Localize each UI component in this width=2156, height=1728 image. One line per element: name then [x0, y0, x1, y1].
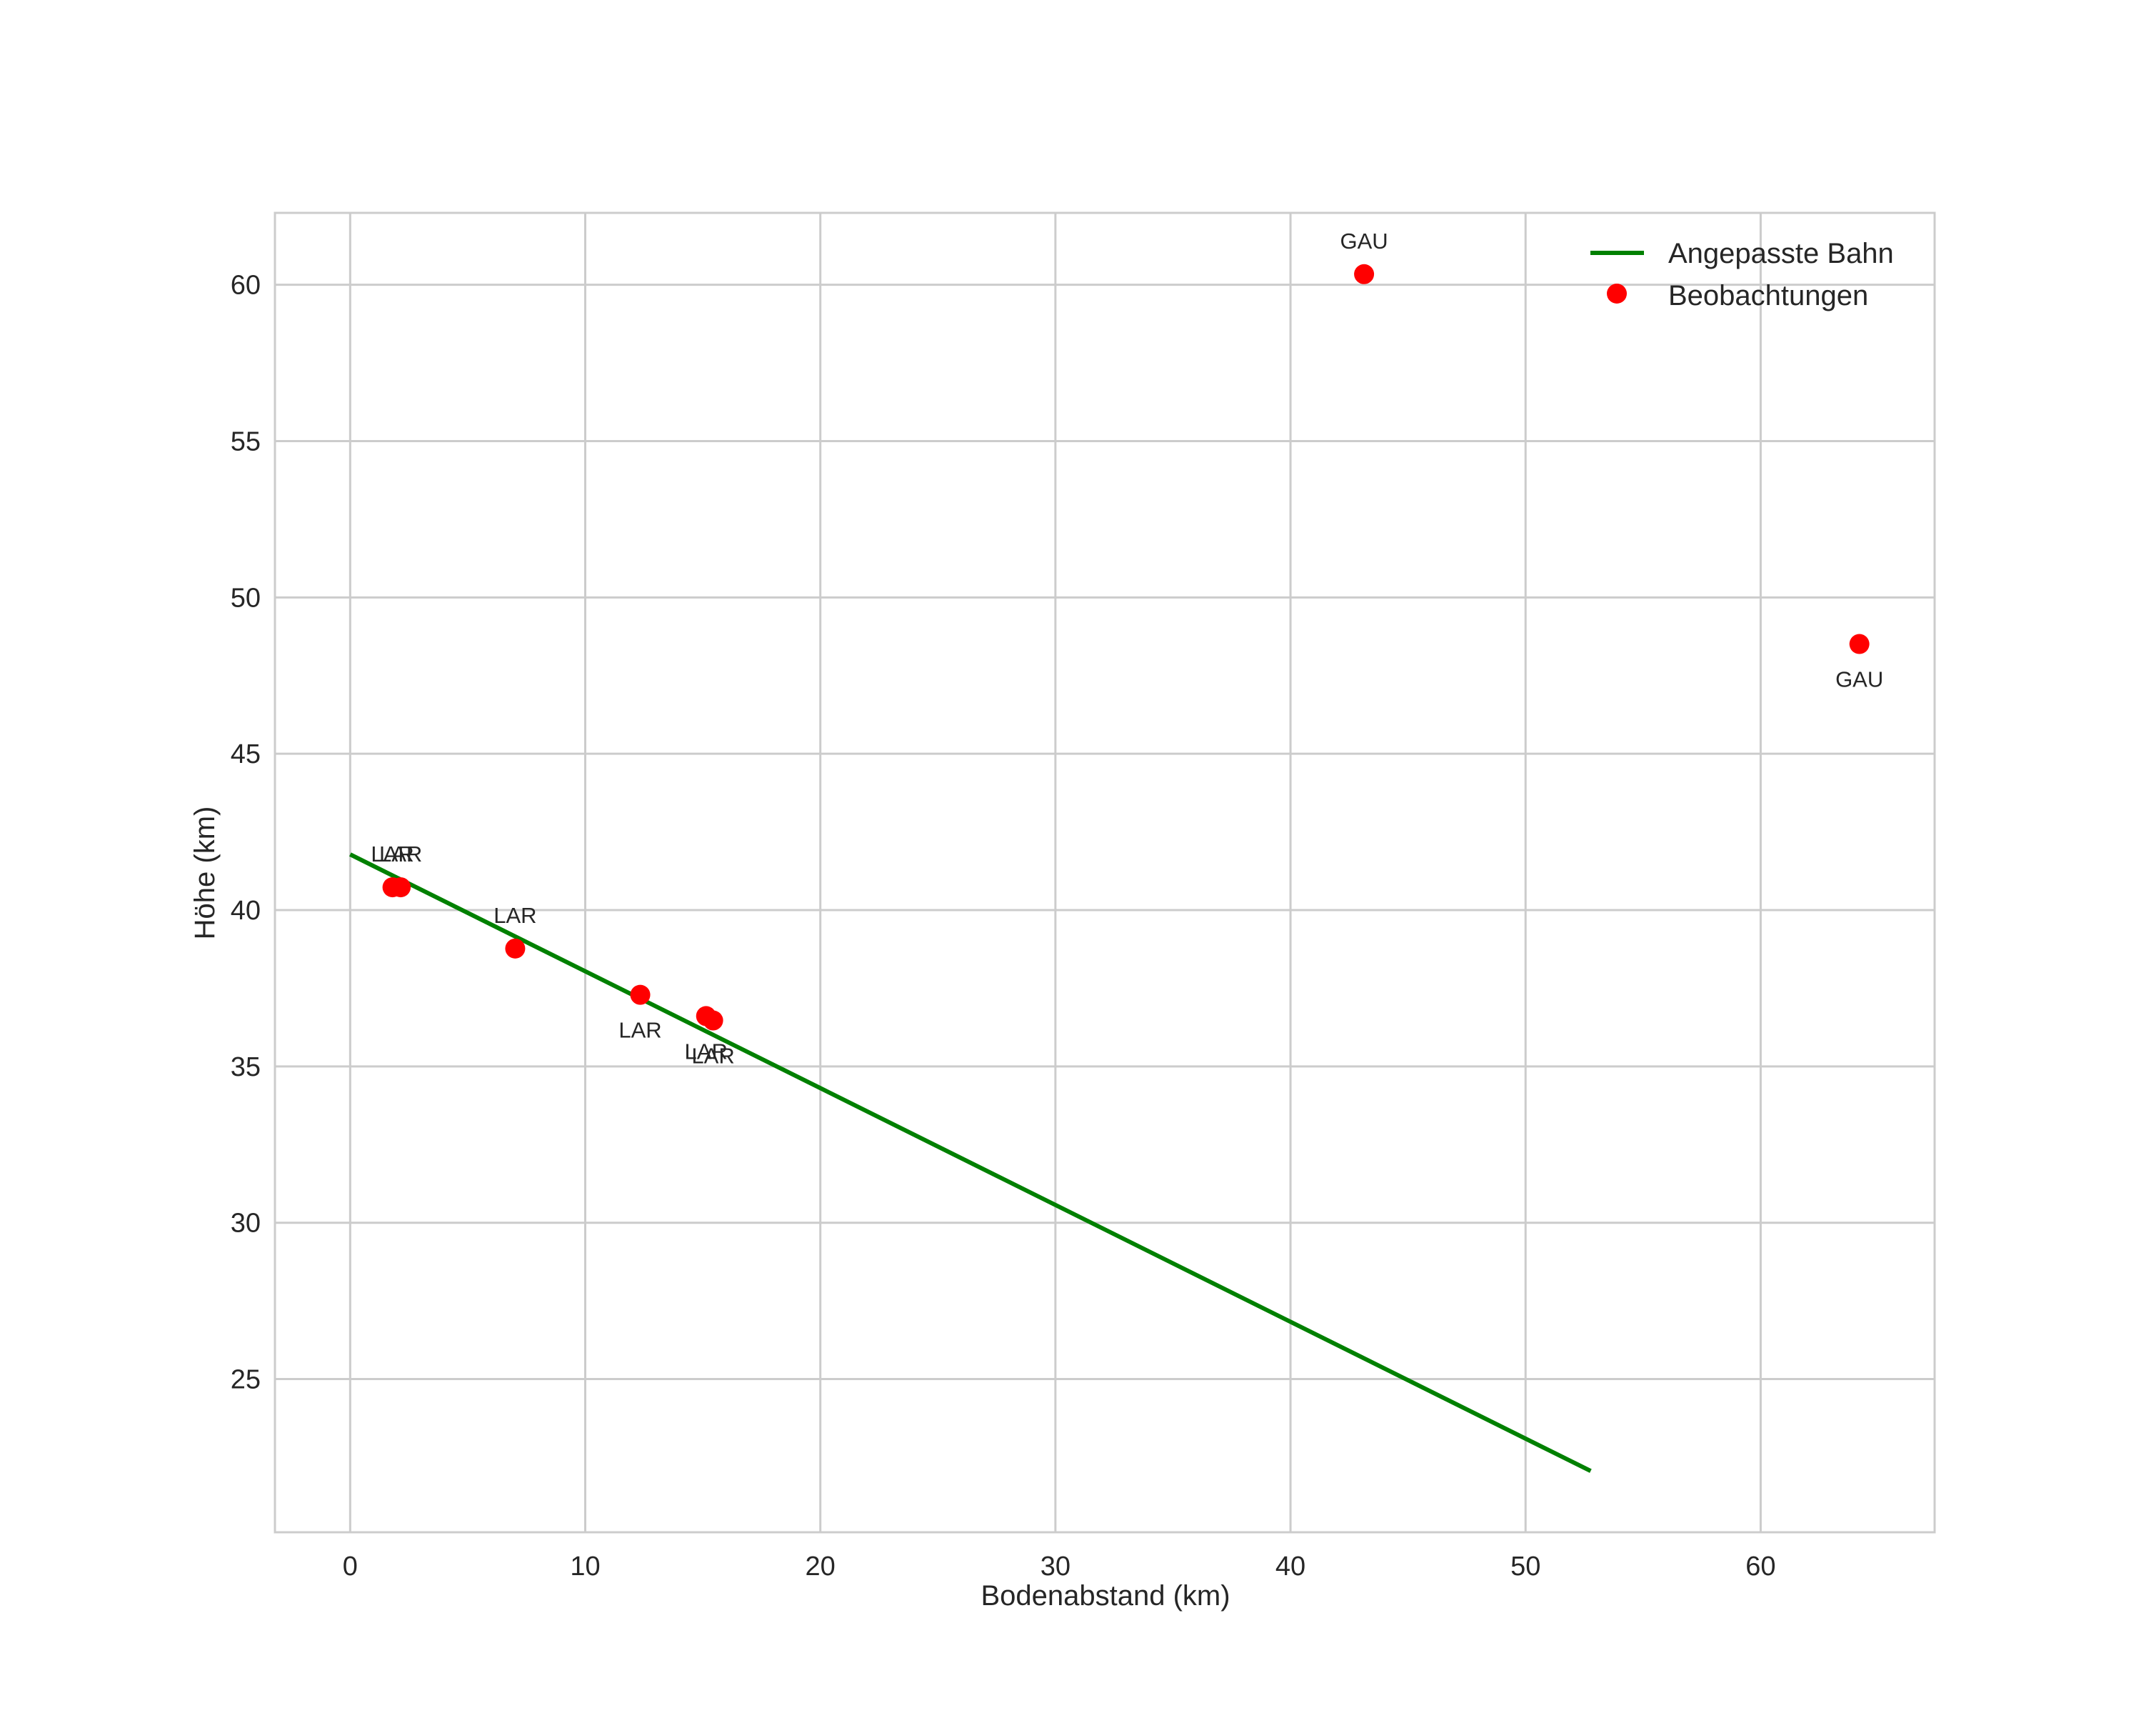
observation-points	[382, 264, 1870, 1031]
y-tick-label: 45	[231, 739, 261, 769]
x-tick-label: 30	[1041, 1552, 1071, 1582]
station-label: GAU	[1340, 229, 1388, 254]
observation-marker	[391, 877, 411, 898]
y-tick-label: 25	[231, 1365, 261, 1395]
x-tick-labels: 0 10 20 30 40 50 60	[343, 1552, 1776, 1582]
y-axis-label: Höhe (km)	[189, 806, 221, 940]
y-tick-label: 30	[231, 1209, 261, 1239]
x-tick-label: 20	[806, 1552, 836, 1582]
observation-marker	[703, 1010, 723, 1031]
x-tick-label: 60	[1745, 1552, 1775, 1582]
legend-marker-swatch	[1607, 284, 1627, 304]
y-tick-labels: 25 30 35 40 45 50 55 60	[231, 271, 261, 1395]
station-label: LAR	[493, 903, 536, 928]
observation-marker	[630, 984, 651, 1005]
y-tick-label: 35	[231, 1052, 261, 1082]
x-tick-label: 10	[570, 1552, 600, 1582]
station-label: LAR	[371, 841, 413, 867]
station-label: LAR	[685, 1039, 728, 1064]
legend-label-observations: Beobachtungen	[1668, 280, 1868, 311]
fit-line-path	[349, 852, 1592, 1473]
observation-marker	[505, 938, 526, 959]
observation-marker	[1849, 634, 1870, 654]
fitted-trajectory-line	[349, 852, 1592, 1473]
y-tick-label: 60	[231, 271, 261, 301]
legend-label-fit: Angepasste Bahn	[1668, 238, 1894, 269]
y-tick-label: 55	[231, 427, 261, 457]
station-label: LAR	[691, 1044, 734, 1069]
y-tick-label: 40	[231, 896, 261, 926]
station-label: LAR	[618, 1018, 661, 1043]
x-axis-label: Bodenabstand (km)	[981, 1580, 1230, 1612]
observation-marker	[1354, 264, 1375, 284]
axes-frame	[274, 211, 1936, 1534]
x-tick-label: 0	[343, 1552, 358, 1582]
y-tick-label: 50	[231, 583, 261, 613]
grid-lines	[275, 213, 1935, 1532]
x-tick-label: 40	[1275, 1552, 1305, 1582]
station-label: GAU	[1835, 667, 1883, 692]
legend: Angepasste Bahn Beobachtungen	[1590, 238, 1894, 311]
station-label: LAR	[379, 841, 422, 867]
x-tick-label: 50	[1510, 1552, 1540, 1582]
